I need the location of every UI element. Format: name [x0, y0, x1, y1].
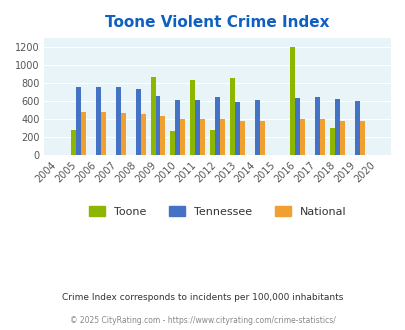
Bar — [100, 112, 105, 155]
Bar — [195, 100, 200, 155]
Bar — [135, 89, 140, 155]
Bar — [170, 131, 175, 155]
Bar — [314, 97, 319, 155]
Title: Toone Violent Crime Index: Toone Violent Crime Index — [105, 15, 329, 30]
Bar — [160, 116, 165, 155]
Bar — [334, 99, 339, 155]
Bar — [319, 119, 324, 155]
Bar — [155, 96, 160, 155]
Bar — [115, 87, 120, 155]
Bar — [200, 119, 205, 155]
Bar — [260, 121, 264, 155]
Text: Crime Index corresponds to incidents per 100,000 inhabitants: Crime Index corresponds to incidents per… — [62, 292, 343, 302]
Bar — [230, 78, 234, 155]
Bar — [210, 130, 215, 155]
Bar — [339, 121, 344, 155]
Bar — [71, 130, 76, 155]
Bar — [239, 121, 245, 155]
Bar — [150, 77, 155, 155]
Bar — [120, 113, 125, 155]
Bar — [76, 87, 81, 155]
Bar — [81, 112, 85, 155]
Bar — [254, 100, 260, 155]
Bar — [220, 119, 225, 155]
Bar — [180, 119, 185, 155]
Text: © 2025 CityRating.com - https://www.cityrating.com/crime-statistics/: © 2025 CityRating.com - https://www.city… — [70, 315, 335, 325]
Bar — [215, 97, 220, 155]
Bar — [140, 114, 145, 155]
Bar — [175, 100, 180, 155]
Bar — [359, 121, 364, 155]
Bar — [96, 87, 100, 155]
Bar — [190, 80, 195, 155]
Bar — [294, 98, 299, 155]
Bar — [354, 102, 359, 155]
Bar — [234, 102, 239, 155]
Bar — [289, 47, 294, 155]
Legend: Toone, Tennessee, National: Toone, Tennessee, National — [83, 200, 352, 222]
Bar — [329, 128, 334, 155]
Bar — [299, 119, 304, 155]
